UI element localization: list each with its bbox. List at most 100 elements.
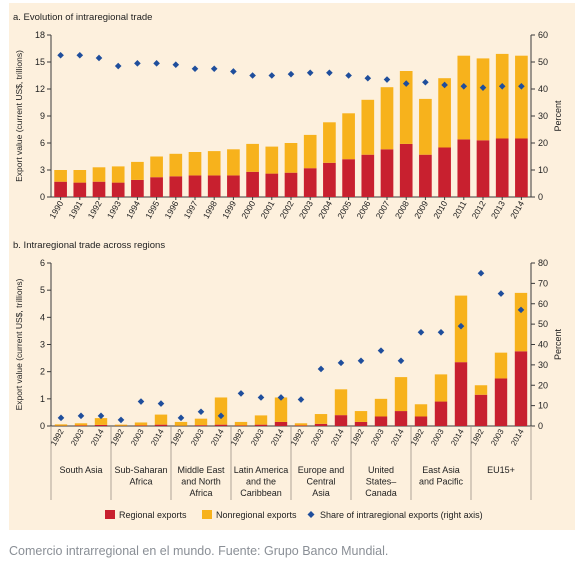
chart-a-bar-nonregional bbox=[303, 134, 317, 169]
chart-b-bar-regional bbox=[334, 415, 348, 426]
chart-b-share-point bbox=[197, 408, 205, 416]
chart-b-bar-nonregional bbox=[414, 404, 428, 417]
chart-a-share-point bbox=[249, 72, 256, 79]
chart-b-share-point bbox=[257, 394, 265, 401]
chart-b-bar-nonregional bbox=[354, 411, 368, 422]
chart-a-x-tick-label: 2004 bbox=[316, 199, 334, 221]
chart-b-bar-regional bbox=[254, 424, 268, 426]
chart-a-x-tick-label: 1999 bbox=[220, 199, 238, 221]
legend-share-label: Share of intraregional exports (right ax… bbox=[320, 510, 483, 520]
chart-a-bar-nonregional bbox=[265, 146, 279, 174]
legend-regional-label: Regional exports bbox=[119, 510, 187, 520]
chart-b-year-label: 2014 bbox=[89, 427, 106, 447]
chart-a-bar-regional bbox=[399, 143, 413, 197]
chart-a-share-point bbox=[210, 65, 218, 73]
chart-b-bar-regional bbox=[214, 424, 228, 426]
chart-b-share-point bbox=[377, 347, 385, 354]
chart-b-share-point bbox=[437, 328, 445, 336]
chart-a-bar-regional bbox=[111, 182, 125, 197]
chart-b-bar-regional bbox=[274, 421, 288, 426]
chart-a-share-point bbox=[114, 62, 122, 70]
chart-b-year-label: 2003 bbox=[129, 427, 146, 447]
chart-a-x-tick-label: 1995 bbox=[143, 199, 161, 221]
legend-share-marker bbox=[307, 511, 315, 518]
chart-a-share-point bbox=[402, 80, 410, 87]
chart-a-bar-regional bbox=[188, 175, 202, 197]
chart-b-y-tick-label: 5 bbox=[40, 285, 45, 295]
chart-b-bar-nonregional bbox=[494, 352, 508, 379]
chart-b-share-point bbox=[117, 416, 125, 424]
chart-b-share-point bbox=[97, 412, 105, 420]
chart-a-bar-nonregional bbox=[476, 58, 490, 141]
chart-b-share-point bbox=[137, 398, 145, 405]
chart-b-region-label-line: Africa bbox=[189, 488, 212, 498]
chart-a-bar-regional bbox=[380, 149, 394, 197]
chart-b-y2-tick-label: 50 bbox=[538, 319, 548, 329]
chart-b-year-label: 1992 bbox=[409, 427, 426, 447]
chart-a-bar-nonregional bbox=[495, 53, 509, 139]
chart-b-bar-nonregional bbox=[294, 423, 308, 426]
chart-b-share-point bbox=[77, 412, 85, 420]
figure-caption: Comercio intrarregional en el mundo. Fue… bbox=[9, 544, 389, 558]
chart-a-x-tick-label: 2000 bbox=[239, 199, 257, 221]
chart-a-x-tick-label: 2005 bbox=[335, 199, 353, 221]
chart-a-y2-tick-label: 50 bbox=[538, 57, 548, 67]
chart-b-bar-regional bbox=[394, 411, 408, 426]
chart-b-bar-regional bbox=[434, 401, 448, 426]
chart-a-y2-tick-label: 60 bbox=[538, 30, 548, 40]
chart-b: b. Intraregional trade across regions 0 1 2… bbox=[13, 240, 563, 500]
chart-a-y-tick-label: 0 bbox=[40, 192, 45, 202]
chart-b-year-label: 2014 bbox=[389, 427, 406, 447]
chart-b-y2-axis-label: Percent bbox=[553, 328, 563, 360]
chart-b-year-label: 1992 bbox=[169, 427, 186, 447]
chart-b-share-point bbox=[277, 394, 285, 401]
chart-a-bar-regional bbox=[438, 147, 451, 197]
chart-a-bar-regional bbox=[207, 175, 221, 197]
chart-b-bar-regional bbox=[514, 351, 528, 426]
chart-a-bar-nonregional bbox=[419, 98, 432, 155]
chart-b-year-label: 2003 bbox=[249, 427, 266, 447]
chart-a-x-tick-label: 2007 bbox=[374, 199, 392, 221]
chart-a-bar-nonregional bbox=[188, 152, 202, 176]
chart-b-year-label: 1992 bbox=[349, 427, 366, 447]
chart-b-share-point bbox=[177, 414, 185, 422]
chart-b-region-label-line: East Asia bbox=[422, 465, 460, 475]
chart-b-title: b. Intraregional trade across regions bbox=[13, 240, 165, 251]
chart-b-region-label-line: Europe and bbox=[298, 465, 345, 475]
chart-a-y2-tick-label: 40 bbox=[538, 84, 548, 94]
chart-a-bar-regional bbox=[457, 139, 471, 197]
chart-b-share-point bbox=[237, 390, 245, 397]
chart-a-bar-regional bbox=[495, 138, 509, 197]
chart-b-year-label: 2003 bbox=[429, 427, 446, 447]
chart-b-year-label: 2003 bbox=[309, 427, 326, 447]
chart-b-year-label: 2003 bbox=[189, 427, 206, 447]
chart-a-bar-regional bbox=[323, 162, 336, 197]
chart-b-share-point bbox=[57, 414, 65, 422]
chart-b-year-label: 2003 bbox=[489, 427, 506, 447]
chart-b-region-label-line: Asia bbox=[312, 488, 330, 498]
chart-a-bar-regional bbox=[476, 140, 490, 197]
chart-a-y2-tick-label: 10 bbox=[538, 165, 548, 175]
chart-b-region-label-line: Central bbox=[306, 477, 335, 487]
figure-panel: a. Evolution of intraregional trade 0 3 6 9 1… bbox=[9, 3, 575, 530]
chart-b-year-label: 1992 bbox=[289, 427, 306, 447]
chart-b-bar-nonregional bbox=[234, 421, 248, 426]
chart-a-bar-nonregional bbox=[207, 151, 221, 176]
chart-a-bar-nonregional bbox=[111, 166, 125, 183]
chart-b-bar-nonregional bbox=[94, 418, 108, 425]
chart-a-share-point bbox=[441, 81, 448, 89]
chart-a-bar-nonregional bbox=[246, 143, 259, 172]
chart-a-x-tick-label: 2006 bbox=[354, 199, 372, 221]
chart-b-year-label: 2014 bbox=[449, 427, 466, 447]
chart-a-x-tick-label: 2014 bbox=[508, 199, 526, 221]
chart-a-share-point bbox=[268, 72, 276, 79]
chart-b-region-label: South Asia bbox=[59, 465, 102, 475]
chart-a-y-tick-label: 3 bbox=[40, 165, 45, 175]
chart-a-x-tick-label: 1996 bbox=[162, 199, 180, 221]
chart-b-share-point bbox=[497, 290, 505, 297]
chart-b-year-label: 2014 bbox=[209, 427, 226, 447]
chart-a-y-tick-label: 12 bbox=[35, 84, 45, 94]
chart-b-share-point bbox=[217, 412, 225, 420]
chart-a-bar-regional bbox=[515, 138, 528, 197]
chart-a-share-point bbox=[518, 83, 525, 90]
